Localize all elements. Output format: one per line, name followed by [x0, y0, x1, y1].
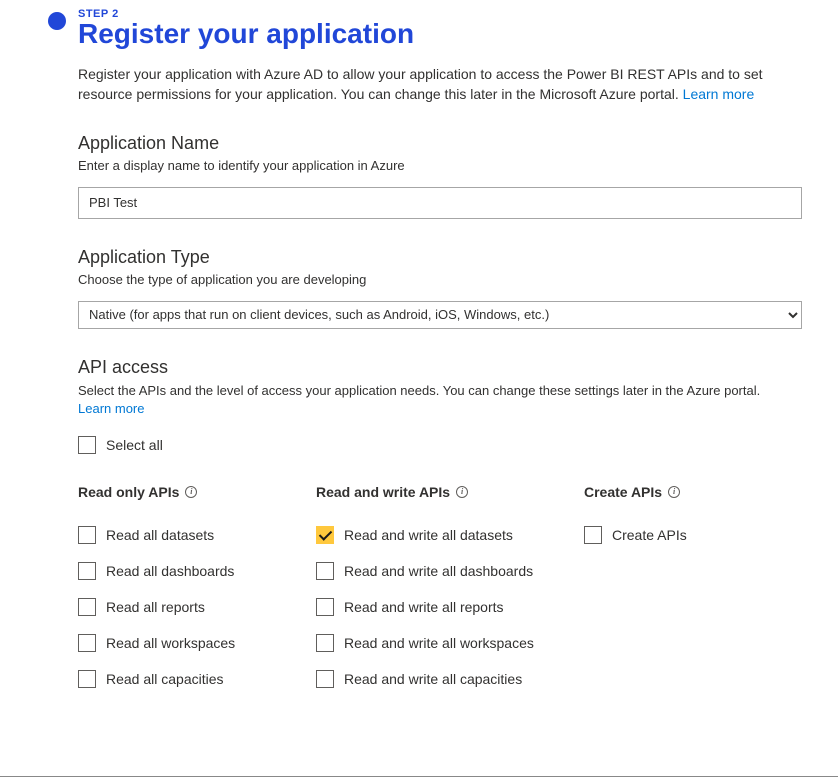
api-checkbox[interactable] — [78, 562, 96, 580]
api-checkbox[interactable] — [316, 634, 334, 652]
api-checkbox[interactable] — [584, 526, 602, 544]
api-checkbox-label: Read all reports — [106, 599, 205, 615]
app-name-title: Application Name — [78, 133, 802, 154]
api-checkbox-label: Create APIs — [612, 527, 687, 543]
read-only-title: Read only APIs — [78, 484, 179, 500]
app-name-subtitle: Enter a display name to identify your ap… — [78, 158, 802, 173]
create-title: Create APIs — [584, 484, 662, 500]
api-checkbox[interactable] — [316, 562, 334, 580]
api-checkbox[interactable] — [316, 526, 334, 544]
api-checkbox[interactable] — [78, 634, 96, 652]
api-checkbox-label: Read all dashboards — [106, 563, 234, 579]
api-checkbox-label: Read and write all reports — [344, 599, 504, 615]
api-checkbox[interactable] — [78, 598, 96, 616]
info-icon[interactable]: i — [185, 486, 197, 498]
api-checkbox[interactable] — [316, 670, 334, 688]
api-checkbox[interactable] — [78, 670, 96, 688]
app-type-select[interactable]: Native (for apps that run on client devi… — [78, 301, 802, 329]
api-checkbox-label: Read and write all workspaces — [344, 635, 534, 651]
api-learn-more-link[interactable]: Learn more — [78, 401, 802, 416]
info-icon[interactable]: i — [456, 486, 468, 498]
step-bullet-icon — [48, 12, 66, 30]
app-name-input[interactable] — [78, 187, 802, 219]
page-title: Register your application — [78, 18, 838, 50]
read-write-title: Read and write APIs — [316, 484, 450, 500]
description-text: Register your application with Azure AD … — [78, 66, 763, 102]
api-checkbox-label: Read and write all capacities — [344, 671, 522, 687]
app-type-title: Application Type — [78, 247, 802, 268]
api-checkbox-label: Read and write all datasets — [344, 527, 513, 543]
learn-more-link[interactable]: Learn more — [683, 86, 755, 102]
api-checkbox-label: Read all workspaces — [106, 635, 235, 651]
api-checkbox-label: Read and write all dashboards — [344, 563, 533, 579]
api-access-title: API access — [78, 357, 802, 378]
select-all-checkbox[interactable] — [78, 436, 96, 454]
app-type-subtitle: Choose the type of application you are d… — [78, 272, 802, 287]
api-checkbox-label: Read all datasets — [106, 527, 214, 543]
api-checkbox-label: Read all capacities — [106, 671, 224, 687]
api-checkbox[interactable] — [78, 526, 96, 544]
select-all-label: Select all — [106, 437, 163, 453]
page-description: Register your application with Azure AD … — [78, 64, 802, 105]
api-checkbox[interactable] — [316, 598, 334, 616]
info-icon[interactable]: i — [668, 486, 680, 498]
api-access-description: Select the APIs and the level of access … — [78, 382, 802, 400]
